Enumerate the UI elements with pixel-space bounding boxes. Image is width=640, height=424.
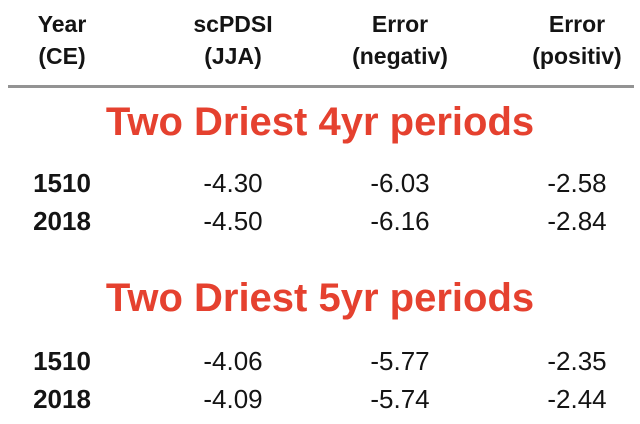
- section-5yr-rows: 1510 -4.06 -5.77 -2.35 2018 -4.09 -5.74 …: [0, 342, 640, 418]
- column-header-error-positive-line1: Error: [548, 11, 606, 37]
- column-header-year-line2: (CE): [38, 43, 86, 69]
- column-header-error-positive-line2: (positiv): [532, 43, 622, 69]
- error-negative-cell: -5.77: [370, 346, 430, 376]
- section-4yr-rows: 1510 -4.30 -6.03 -2.58 2018 -4.50 -6.16 …: [0, 164, 640, 240]
- column-header-year: Year (CE): [0, 8, 124, 72]
- error-positive-cell: -2.44: [547, 384, 607, 414]
- year-cell: 1510: [33, 168, 91, 198]
- column-header-scpdsi-line2: (JJA): [204, 43, 262, 69]
- error-positive-cell: -2.84: [547, 206, 607, 236]
- year-cell: 2018: [33, 384, 91, 414]
- error-negative-cell: -6.03: [370, 168, 430, 198]
- scpdsi-cell: -4.50: [203, 206, 263, 236]
- table-row: 2018 -4.09 -5.74 -2.44: [0, 380, 640, 418]
- table-row: 1510 -4.30 -6.03 -2.58: [0, 164, 640, 202]
- table-row: 1510 -4.06 -5.77 -2.35: [0, 342, 640, 380]
- error-negative-cell: -5.74: [370, 384, 430, 414]
- error-positive-cell: -2.35: [547, 346, 607, 376]
- column-header-error-positive: Error (positiv): [458, 8, 640, 72]
- section-title-5yr-periods: Two Driest 5yr periods: [105, 276, 535, 320]
- column-header-error-negative-line1: Error: [371, 11, 429, 37]
- column-header-error-negative: Error (negativ): [342, 8, 458, 72]
- error-negative-cell: -6.16: [370, 206, 430, 236]
- column-header-year-line1: Year: [37, 11, 87, 37]
- scpdsi-cell: -4.06: [203, 346, 263, 376]
- year-cell: 2018: [33, 206, 91, 236]
- section-title-4yr-periods: Two Driest 4yr periods: [105, 100, 535, 144]
- scpdsi-cell: -4.30: [203, 168, 263, 198]
- scpdsi-cell: -4.09: [203, 384, 263, 414]
- error-positive-cell: -2.58: [547, 168, 607, 198]
- year-cell: 1510: [33, 346, 91, 376]
- table-header: Year (CE) scPDSI (JJA) Error (negativ) E…: [0, 8, 640, 72]
- header-divider: [8, 85, 634, 88]
- column-header-error-negative-line2: (negativ): [352, 43, 448, 69]
- column-header-scpdsi: scPDSI (JJA): [124, 8, 342, 72]
- table-row: 2018 -4.50 -6.16 -2.84: [0, 202, 640, 240]
- column-header-scpdsi-line1: scPDSI: [193, 11, 273, 37]
